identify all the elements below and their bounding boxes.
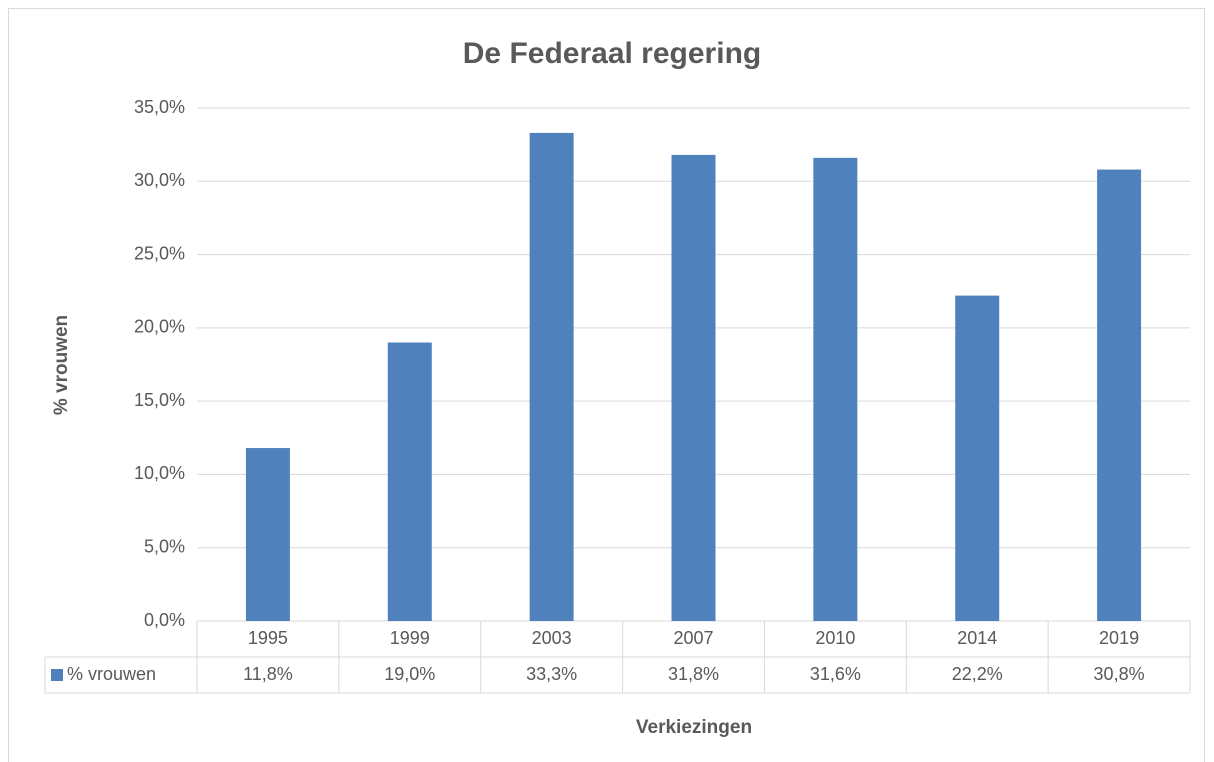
bar xyxy=(671,154,716,621)
y-tick-label: 15,0% xyxy=(134,390,185,410)
x-tick-label: 1995 xyxy=(248,628,288,648)
legend-label: % vrouwen xyxy=(67,664,156,684)
x-axis-title: Verkiezingen xyxy=(636,717,752,738)
chart-title: De Federaal regering xyxy=(463,37,761,70)
x-tick-label: 2007 xyxy=(673,628,713,648)
y-tick-label: 0,0% xyxy=(144,610,185,630)
x-tick-label: 2003 xyxy=(532,628,572,648)
y-tick-label: 20,0% xyxy=(134,317,185,337)
data-table-value: 31,6% xyxy=(810,664,861,684)
x-tick-label: 2010 xyxy=(815,628,855,648)
y-tick-label: 25,0% xyxy=(134,243,185,263)
y-tick-label: 30,0% xyxy=(134,170,185,190)
data-table-value: 11,8% xyxy=(243,664,293,684)
bar xyxy=(813,157,858,621)
data-table-value: 19,0% xyxy=(384,664,435,684)
y-tick-label: 10,0% xyxy=(134,463,185,483)
x-tick-label: 1999 xyxy=(390,628,430,648)
data-table-value: 31,8% xyxy=(668,664,719,684)
x-tick-label: 2019 xyxy=(1099,628,1139,648)
chart-border xyxy=(8,8,1205,762)
bar xyxy=(529,132,574,621)
data-table-value: 33,3% xyxy=(526,664,577,684)
y-tick-label: 35,0% xyxy=(134,97,185,117)
data-table-value: 22,2% xyxy=(952,664,1003,684)
y-tick-label: 5,0% xyxy=(144,536,185,556)
x-tick-label: 2014 xyxy=(957,628,997,648)
legend-key xyxy=(51,669,63,681)
data-table-value: 30,8% xyxy=(1094,664,1145,684)
bar xyxy=(245,448,290,621)
y-axis-title: % vrouwen xyxy=(51,315,72,415)
bar xyxy=(1097,169,1142,621)
bar xyxy=(387,342,432,621)
bar xyxy=(955,295,1000,621)
